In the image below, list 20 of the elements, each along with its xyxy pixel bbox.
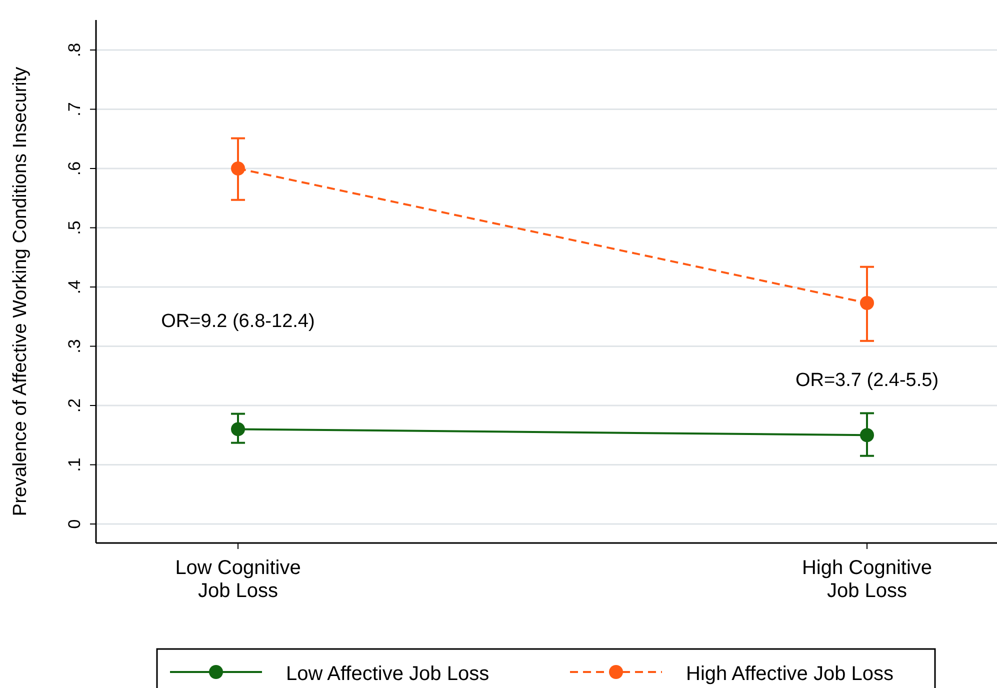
y-tick-label: .6 — [65, 161, 84, 176]
point — [231, 162, 245, 176]
y-tick-label: .5 — [65, 220, 84, 235]
point — [860, 296, 874, 310]
y-tick-label: .1 — [65, 458, 84, 472]
annotation: OR=3.7 (2.4-5.5) — [795, 370, 939, 391]
y-tick-label: .2 — [65, 398, 84, 413]
legend-label: Low Affective Job Loss — [286, 663, 490, 685]
y-tick-label: .7 — [65, 102, 84, 116]
y-tick-label: .4 — [65, 280, 84, 294]
x-tick-label: Low Cognitive Job Loss — [175, 557, 301, 602]
y-tick-label: .8 — [65, 42, 84, 58]
y-tick-label: .3 — [65, 339, 84, 354]
y-axis-title: Prevalence of Affective Working Conditions Insecurity — [10, 66, 31, 516]
point — [860, 428, 874, 442]
x-tick-label: High Cognitive Job Loss — [802, 557, 932, 602]
point — [231, 422, 245, 436]
legend-label: High Affective Job Loss — [686, 663, 894, 685]
y-tick-label: 0 — [65, 519, 84, 529]
annotation: OR=9.2 (6.8-12.4) — [161, 311, 315, 332]
